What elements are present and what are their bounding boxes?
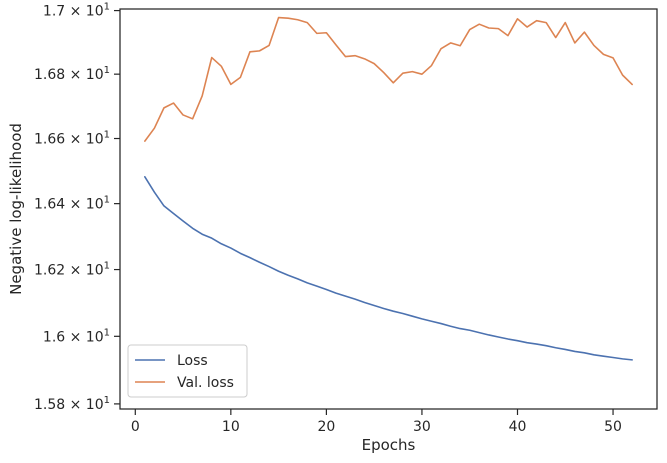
y-tick-label: 1.62 × 101	[34, 261, 110, 279]
plot-area-frame	[119, 8, 658, 410]
series-line-val-loss	[144, 16, 633, 142]
x-axis-title: Epochs	[362, 436, 416, 454]
y-axis-title: Negative log-likelihood	[7, 123, 25, 295]
y-tick-label: 1.58 × 101	[34, 395, 110, 413]
series-line-loss	[144, 176, 633, 361]
x-tick-label: 20	[317, 419, 335, 435]
legend-box	[127, 344, 248, 398]
x-tick-label: 10	[222, 419, 240, 435]
x-tick-label: 50	[604, 419, 622, 435]
y-axis-ticks: 1.58 × 101 1.6 × 101 1.62 × 101 1.64 × 101 1…	[34, 2, 120, 413]
x-tick-label: 0	[131, 419, 140, 435]
legend: Loss Val. loss	[127, 344, 248, 398]
y-tick-label: 1.7 × 101	[43, 2, 110, 20]
y-tick-label: 1.68 × 101	[34, 65, 110, 83]
x-tick-label: 40	[509, 419, 527, 435]
x-axis-ticks: 0 10 20 30 40 50	[131, 409, 622, 435]
series-lines	[144, 16, 633, 361]
y-tick-label: 1.66 × 101	[34, 130, 110, 148]
legend-label-val-loss: Val. loss	[177, 375, 234, 391]
legend-label-loss: Loss	[177, 353, 208, 369]
y-tick-label: 1.6 × 101	[43, 327, 110, 345]
y-tick-label: 1.64 × 101	[34, 195, 110, 213]
x-tick-label: 30	[413, 419, 431, 435]
